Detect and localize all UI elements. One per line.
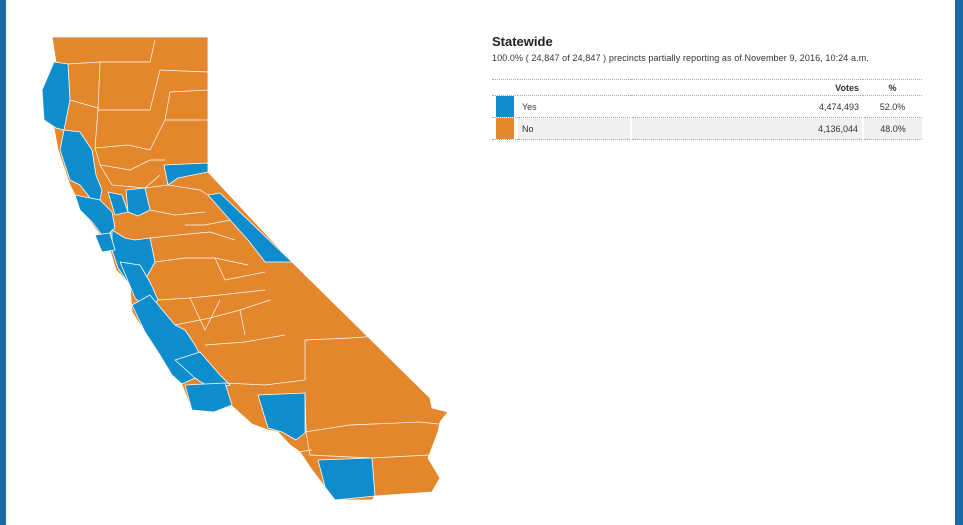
county-region-yes-north-coast [41,61,71,131]
result-label-no: No [518,117,631,140]
results-panel: Statewide 100.0% ( 24,847 of 24,847 ) pr… [492,34,924,140]
results-subtitle: 100.0% ( 24,847 of 24,847 ) precincts pa… [492,53,869,63]
header-votes: Votes [631,79,863,96]
result-votes-no: 4,136,044 [630,117,863,140]
header-label [518,79,631,96]
county-region-yes-sf-inlet [94,232,116,253]
california-county-map [0,0,470,525]
county-region-yes-santa-barbara [184,382,233,413]
right-border [955,0,963,525]
results-title: Statewide [492,34,553,49]
county-region-yes-san-diego [317,457,376,501]
result-votes-yes: 4,474,493 [631,95,863,118]
county-region-yes-alpine [163,162,209,186]
results-table: Votes % Yes 4,474,493 52.0% No 4,136,044… [492,79,922,140]
map-svg [41,36,449,501]
yes-color-swatch [496,96,514,117]
header-swatch [492,79,518,96]
result-pct-no: 48.0% [862,117,922,140]
county-region-yes-slo [174,351,231,389]
header-pct: % [863,79,922,96]
results-header-row: Votes % [492,79,922,96]
result-label-yes: Yes [518,95,631,118]
result-row-yes: Yes 4,474,493 52.0% [492,95,922,118]
county-region-no-state [41,36,449,501]
county-region-yes-sacramento [125,187,151,217]
result-pct-yes: 52.0% [863,95,922,118]
no-color-swatch [496,118,514,139]
result-row-no: No 4,136,044 48.0% [492,117,922,140]
left-border [0,0,6,525]
